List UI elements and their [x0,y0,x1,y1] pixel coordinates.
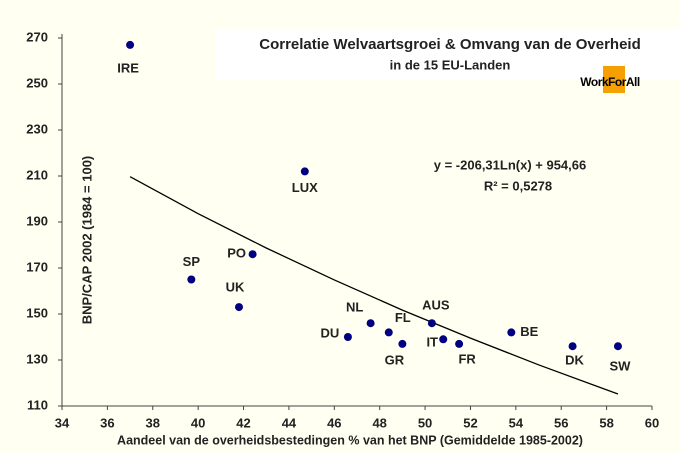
x-tick-label: 44 [282,415,297,430]
y-tick-label: 170 [26,259,48,274]
point-label: UK [226,280,245,295]
point [384,328,393,337]
point-label: PO [227,246,246,261]
chart-title: Correlatie Welvaartsgroei & Omvang van d… [259,36,641,53]
point-label: SW [609,359,631,374]
logo-box [603,66,625,93]
point [343,333,352,341]
point-label: FL [395,310,411,325]
y-tick-label: 130 [26,351,48,366]
r-squared: R² = 0,5278 [484,178,552,193]
point [439,335,448,344]
point-label: DU [321,325,340,340]
chart-subtitle: in de 15 EU-Landen [390,57,511,72]
x-tick-label: 58 [599,415,613,430]
point-label: IT [426,335,438,350]
trendline [129,176,619,395]
x-tick-label: 56 [554,415,568,430]
y-tick-label: 230 [26,121,48,136]
point-label: LUX [292,180,318,195]
point-label: GR [385,352,405,367]
x-tick-label: 38 [146,415,160,430]
x-tick-label: 34 [55,415,70,430]
point [455,339,464,348]
x-tick-label: 50 [418,415,432,430]
point-label: BE [520,324,538,339]
point [300,167,309,176]
equation: y = -206,31Ln(x) + 954,66 [434,157,586,172]
y-tick-label: 110 [27,397,48,412]
point [507,328,516,337]
x-tick-label: 60 [645,415,659,430]
point [126,40,135,49]
point-label: NL [346,300,363,315]
y-tick-label: 250 [26,75,48,90]
point [248,250,257,259]
point-label: AUS [422,298,450,313]
logo: WorkForAll [580,75,640,89]
point [398,339,407,348]
point-label: SP [183,254,201,269]
y-tick-label: 150 [26,305,48,320]
x-tick-label: 48 [372,415,386,430]
title-box [216,30,680,80]
point [366,319,375,328]
x-tick-label: 46 [327,415,341,430]
y-axis-label: BNP/CAP 2002 (1984 = 100) [79,156,94,325]
x-tick-label: 54 [509,415,524,430]
point [568,342,577,351]
y-tick-label: 270 [26,29,48,44]
x-tick-label: 40 [191,415,205,430]
y-tick-label: 190 [26,213,48,228]
point [427,319,436,328]
point [613,342,622,351]
x-tick-label: 42 [236,415,250,430]
x-axis-label: Aandeel van de overheidsbestedingen % va… [117,433,583,447]
point-label: DK [565,353,584,368]
y-tick-label: 210 [26,167,48,182]
point-label: IRE [117,60,139,75]
x-tick-label: 36 [100,415,114,430]
point [235,303,243,312]
x-tick-label: 52 [463,415,477,430]
point-label: FR [458,351,476,366]
point [187,275,196,284]
